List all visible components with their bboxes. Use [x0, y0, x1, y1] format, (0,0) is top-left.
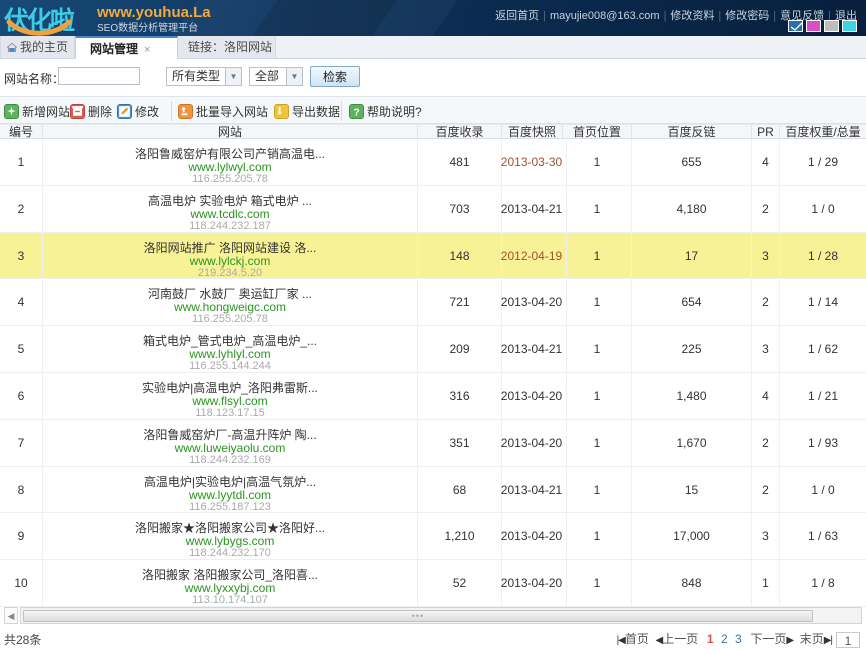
svg-text:?: ?	[353, 108, 359, 119]
